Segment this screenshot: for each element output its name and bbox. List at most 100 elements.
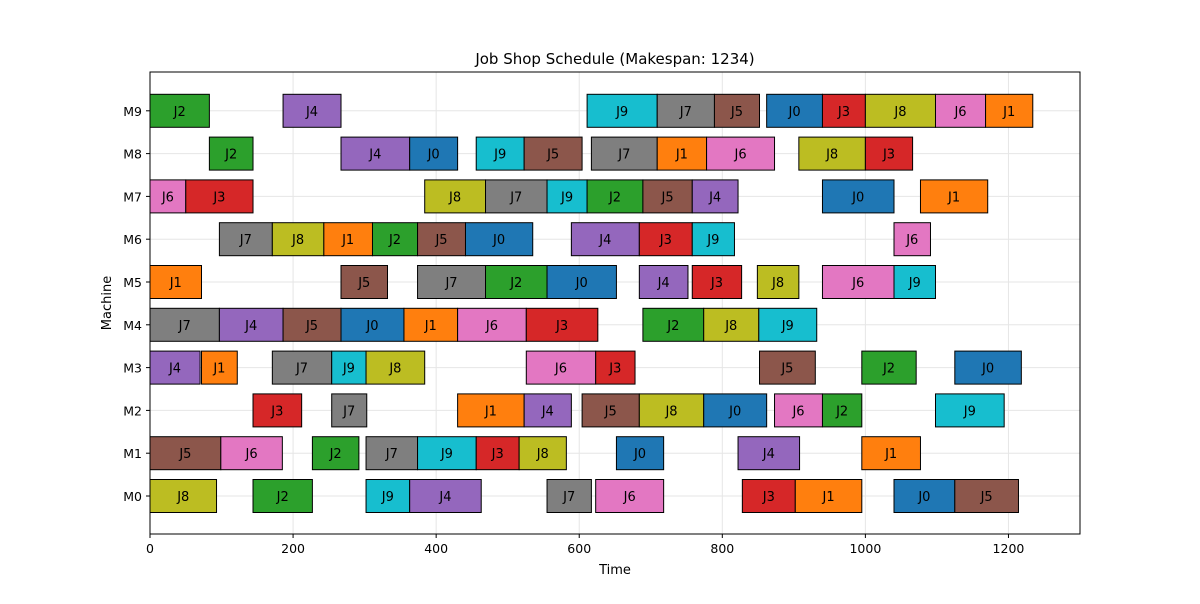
- task-rect: [656, 93, 715, 128]
- task-bar-M5-J3: J3: [691, 265, 743, 299]
- task-rect: [409, 136, 459, 171]
- task-label: J7: [509, 190, 522, 205]
- task-rect: [485, 265, 548, 299]
- task-bar-M8-J8: J8: [798, 136, 866, 171]
- task-bar-M4-J1: J1: [403, 307, 459, 342]
- task-label: J8: [176, 490, 189, 505]
- task-bar-M6-J9: J9: [691, 222, 735, 257]
- task-label: J6: [554, 362, 567, 377]
- task-label: J9: [342, 362, 355, 377]
- task-bar-M2-J7: J7: [331, 393, 368, 428]
- task-label: J1: [424, 319, 437, 334]
- task-label: J8: [536, 447, 549, 462]
- task-label: J3: [555, 319, 568, 334]
- task-bar-M1-J2: J2: [311, 436, 360, 471]
- task-bar-M6-J7: J7: [218, 222, 273, 257]
- task-label: J4: [598, 233, 611, 248]
- task-rect: [638, 393, 705, 428]
- task-bar-M7-J5: J5: [642, 179, 693, 214]
- task-label: J2: [509, 276, 522, 291]
- task-bar-M5-J5: J5: [340, 265, 389, 299]
- task-label: J6: [733, 148, 746, 163]
- task-label: J6: [245, 447, 258, 462]
- task-bar-M0-J6: J6: [595, 479, 665, 513]
- task-label: J9: [615, 105, 628, 120]
- task-label: J5: [604, 404, 617, 419]
- task-bar-M4-J6: J6: [457, 307, 527, 342]
- task-label: J0: [851, 190, 864, 205]
- task-label: J4: [168, 362, 181, 377]
- task-rect: [821, 393, 863, 428]
- task-rect: [864, 136, 914, 171]
- task-rect: [331, 393, 368, 428]
- task-bar-M1-J5: J5: [149, 436, 222, 471]
- task-rect: [525, 350, 597, 385]
- task-label: J2: [276, 490, 289, 505]
- task-bar-M7-J7: J7: [485, 179, 548, 214]
- task-bar-M5-J9: J9: [893, 265, 936, 299]
- task-bar-M5-J8: J8: [756, 265, 800, 299]
- task-bar-M2-J0: J0: [703, 393, 768, 428]
- task-rect: [417, 436, 477, 471]
- task-bar-M0-J9: J9: [365, 479, 411, 513]
- task-bar-M3-J9: J9: [331, 350, 367, 385]
- x-axis-label: Time: [598, 563, 631, 578]
- task-label: J5: [980, 490, 993, 505]
- task-label: J3: [608, 362, 621, 377]
- task-rect: [417, 222, 466, 257]
- x-tick-label: 400: [424, 541, 448, 556]
- task-label: J0: [365, 319, 378, 334]
- task-label: J6: [791, 404, 804, 419]
- task-label: J8: [448, 190, 461, 205]
- task-bar-M9-J0: J0: [766, 93, 823, 128]
- task-label: J4: [762, 447, 775, 462]
- task-bar-M2-J4: J4: [523, 393, 572, 428]
- task-bar-M7-J8: J8: [424, 179, 487, 214]
- task-rect: [638, 265, 689, 299]
- task-rect: [794, 479, 863, 513]
- y-tick-label: M1: [123, 446, 142, 461]
- task-label: J8: [664, 404, 677, 419]
- task-bar-M3-J5: J5: [759, 350, 816, 385]
- task-label: J0: [981, 362, 994, 377]
- task-rect: [581, 393, 640, 428]
- task-rect: [185, 179, 254, 214]
- y-tick-label: M5: [123, 275, 142, 290]
- task-label: J6: [623, 490, 636, 505]
- task-bar-M1-J9: J9: [417, 436, 477, 471]
- chart-title: Job Shop Schedule (Makespan: 1234): [474, 50, 754, 68]
- task-rect: [546, 479, 592, 513]
- task-label: J0: [788, 105, 801, 120]
- task-bar-M9-J2: J2: [149, 93, 210, 128]
- task-rect: [271, 350, 333, 385]
- task-bar-M3-J8: J8: [365, 350, 426, 385]
- task-bar-M5-J0: J0: [546, 265, 617, 299]
- task-label: J2: [666, 319, 679, 334]
- task-bar-M6-J3: J3: [638, 222, 693, 257]
- task-label: J5: [546, 148, 559, 163]
- task-bar-M8-J0: J0: [409, 136, 459, 171]
- task-label: J5: [661, 190, 674, 205]
- task-label: J6: [161, 190, 174, 205]
- task-label: J4: [438, 490, 451, 505]
- task-bar-M6-J2: J2: [371, 222, 419, 257]
- task-bar-M1-J8: J8: [518, 436, 567, 471]
- task-bar-M8-J5: J5: [523, 136, 583, 171]
- task-label: J1: [212, 362, 225, 377]
- task-rect: [703, 393, 768, 428]
- task-bar-M8-J9: J9: [475, 136, 525, 171]
- task-label: J7: [444, 276, 457, 291]
- task-bar-M2-J5: J5: [581, 393, 640, 428]
- task-label: J4: [541, 404, 554, 419]
- task-rect: [475, 436, 520, 471]
- task-rect: [706, 136, 776, 171]
- task-label: J3: [762, 490, 775, 505]
- task-bar-M3-J4: J4: [149, 350, 201, 385]
- task-rect: [893, 479, 956, 513]
- task-bar-M0-J0: J0: [893, 479, 956, 513]
- task-bar-M6-J1: J1: [323, 222, 373, 257]
- task-label: J2: [882, 362, 895, 377]
- x-tick-label: 1000: [849, 541, 881, 556]
